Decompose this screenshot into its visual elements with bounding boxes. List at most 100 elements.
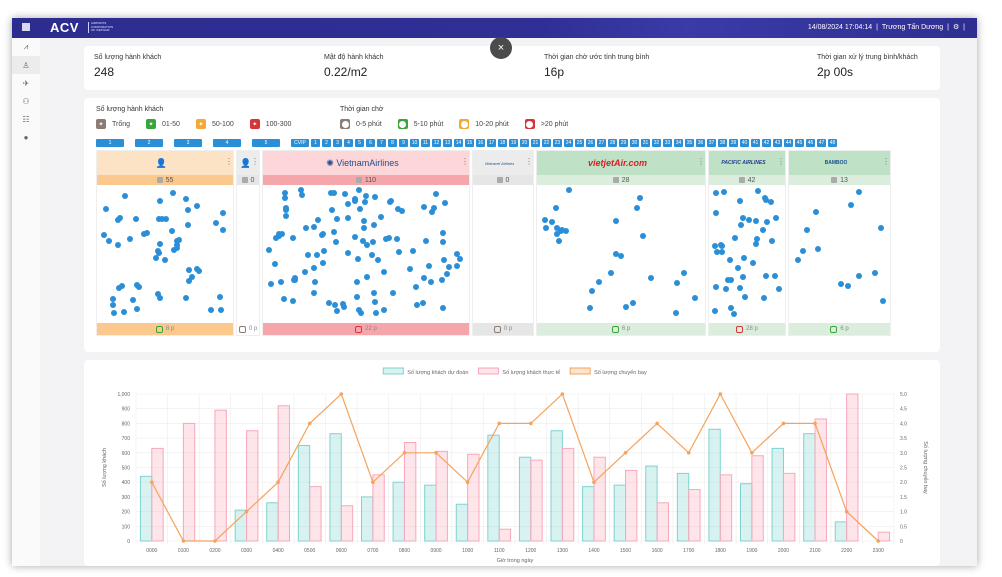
more-vertical-icon[interactable]: ⋮: [461, 157, 469, 166]
counter-button[interactable]: 45: [795, 139, 804, 147]
counter-button[interactable]: 11: [421, 139, 430, 147]
bar-predicted[interactable]: [424, 484, 437, 542]
counter-button[interactable]: 47: [817, 139, 826, 147]
legend-swatch[interactable]: [569, 367, 591, 375]
header-user[interactable]: Trương Tấn Dương: [881, 24, 944, 31]
counter-group-button[interactable]: 5: [252, 139, 280, 147]
bar-actual[interactable]: [656, 502, 669, 542]
bar-predicted[interactable]: [676, 472, 690, 542]
bar-actual[interactable]: [467, 453, 480, 542]
bar-actual[interactable]: [719, 474, 733, 542]
bar-predicted[interactable]: [518, 456, 532, 542]
flights-point[interactable]: [339, 392, 344, 396]
counter-button[interactable]: 16: [476, 139, 485, 147]
flights-point[interactable]: [781, 421, 786, 426]
counter-button[interactable]: 48: [828, 139, 837, 147]
counter-button[interactable]: 23: [553, 139, 562, 147]
flights-point[interactable]: [623, 451, 628, 455]
more-vertical-icon[interactable]: ⋮: [525, 157, 533, 166]
bar-predicted[interactable]: [803, 433, 816, 542]
bar-actual[interactable]: [372, 474, 385, 542]
bar-predicted[interactable]: [266, 502, 279, 542]
flights-point[interactable]: [813, 421, 817, 426]
legend-swatch[interactable]: [477, 367, 499, 375]
counter-button[interactable]: 46: [806, 139, 815, 147]
counter-button[interactable]: 10: [410, 139, 419, 147]
bar-predicted[interactable]: [645, 465, 658, 542]
bar-predicted[interactable]: [487, 434, 500, 542]
bar-predicted[interactable]: [582, 486, 595, 542]
more-vertical-icon[interactable]: ⋮: [225, 157, 233, 166]
flights-point[interactable]: [434, 451, 438, 455]
counter-button[interactable]: 37: [707, 139, 716, 147]
zone-vietnam-airlines[interactable]: ✺ VietnamAirlines ⋮ 110 22 p: [262, 150, 470, 336]
bar-actual[interactable]: [246, 430, 259, 542]
counter-button[interactable]: 38: [718, 139, 727, 147]
bar-actual[interactable]: [877, 531, 891, 542]
counter-button[interactable]: 7: [377, 139, 386, 147]
counter-button[interactable]: 9: [399, 139, 408, 147]
counter-button[interactable]: 26: [586, 139, 595, 147]
flights-point[interactable]: [181, 539, 186, 543]
counter-button[interactable]: 25: [575, 139, 584, 147]
more-vertical-icon[interactable]: ⋮: [697, 157, 705, 166]
flights-point[interactable]: [718, 392, 723, 396]
counter-button[interactable]: 41: [751, 139, 760, 147]
counter-button[interactable]: 21: [531, 139, 540, 147]
counter-button[interactable]: 3: [333, 139, 342, 147]
bar-predicted[interactable]: [139, 475, 153, 542]
bar-actual[interactable]: [625, 469, 638, 542]
flights-point[interactable]: [213, 539, 217, 543]
bar-actual[interactable]: [814, 418, 827, 542]
flights-point[interactable]: [592, 480, 596, 484]
bar-predicted[interactable]: [740, 483, 753, 542]
bar-actual[interactable]: [782, 472, 796, 542]
counter-button[interactable]: 44: [784, 139, 793, 147]
counter-button[interactable]: 1: [311, 139, 320, 147]
counter-button[interactable]: 43: [773, 139, 782, 147]
counter-button[interactable]: 36: [696, 139, 705, 147]
globe-icon[interactable]: ●: [23, 132, 29, 142]
legend-label[interactable]: Số lượng khách thực tế: [502, 370, 560, 376]
counter-group-button[interactable]: 4: [213, 139, 241, 147]
counter-button[interactable]: 34: [674, 139, 683, 147]
counter-button[interactable]: 19: [509, 139, 518, 147]
counter-button[interactable]: 28: [608, 139, 617, 147]
zone-priority[interactable]: 👤 ⋮ 55 8 p: [96, 150, 234, 336]
bar-actual[interactable]: [530, 459, 543, 542]
bar-predicted[interactable]: [361, 496, 374, 542]
counter-button[interactable]: 22: [542, 139, 551, 147]
legend-label[interactable]: Số lượng chuyến bay: [594, 370, 647, 376]
bar-predicted[interactable]: [329, 433, 342, 542]
flights-point[interactable]: [844, 509, 849, 514]
zone-vietravel-airlines[interactable]: Vietravel Airlines ⋮ 0 0 p: [472, 150, 534, 336]
bar-actual[interactable]: [277, 405, 290, 542]
flights-point[interactable]: [307, 421, 312, 426]
counter-button[interactable]: 20: [520, 139, 529, 147]
flights-point[interactable]: [149, 480, 154, 484]
counter-button[interactable]: 17: [487, 139, 496, 147]
counter-cvip-button[interactable]: CVIP: [291, 139, 309, 147]
flights-point[interactable]: [276, 480, 280, 484]
flights-point[interactable]: [560, 392, 565, 396]
bar-actual[interactable]: [403, 442, 417, 542]
zone-pacific-airlines[interactable]: PACIFIC AIRLINES ⋮ 42 28 p: [708, 150, 786, 336]
counter-button[interactable]: 42: [762, 139, 771, 147]
bar-predicted[interactable]: [708, 428, 721, 542]
bar-actual[interactable]: [309, 486, 322, 542]
counter-button[interactable]: 30: [630, 139, 639, 147]
flights-point[interactable]: [750, 451, 754, 455]
counter-button[interactable]: 6: [366, 139, 375, 147]
bar-actual[interactable]: [846, 393, 859, 542]
bar-actual[interactable]: [435, 450, 448, 542]
bar-predicted[interactable]: [613, 484, 627, 542]
zone-cvip[interactable]: 👤 ⋮ 0 0 p: [236, 150, 260, 336]
counter-group-button[interactable]: 2: [135, 139, 163, 147]
counter-button[interactable]: 4: [344, 139, 353, 147]
more-vertical-icon[interactable]: ⋮: [251, 157, 259, 166]
counter-button[interactable]: 5: [355, 139, 364, 147]
bar-predicted[interactable]: [455, 503, 469, 542]
bar-actual[interactable]: [214, 409, 227, 542]
counter-button[interactable]: 24: [564, 139, 573, 147]
counter-button[interactable]: 15: [465, 139, 474, 147]
